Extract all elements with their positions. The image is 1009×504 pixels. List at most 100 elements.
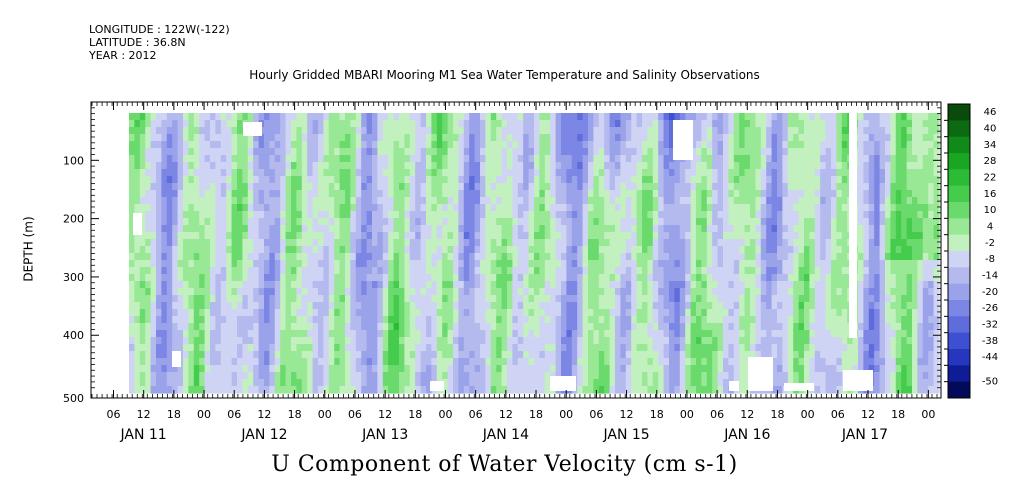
field-cell [415,120,422,128]
field-cell [609,183,616,191]
field-cell [242,281,249,289]
field-cell [334,365,341,373]
field-cell [658,358,665,366]
field-cell [458,386,465,394]
field-cell [517,260,524,268]
field-cell [334,344,341,352]
field-cell [474,113,481,121]
field-cell [382,288,389,296]
field-cell [447,169,454,177]
field-cell [318,386,324,394]
field-cell [129,295,135,303]
field-cell [712,372,719,380]
field-cell [139,211,146,219]
field-cell [150,183,157,191]
field-cell [177,330,184,338]
field-cell [507,225,513,233]
field-cell [679,176,686,184]
field-cell [247,239,254,247]
field-cell [307,141,314,149]
field-cell [253,141,260,149]
field-cell [156,302,162,310]
field-cell [285,148,292,156]
field-cell [366,260,373,268]
field-cell [134,386,141,394]
field-cell [669,337,675,345]
field-cell [787,379,794,387]
field-cell [312,344,319,352]
field-cell [334,246,341,254]
field-cell [690,316,697,324]
field-cell [604,386,611,394]
field-cell [663,141,670,149]
field-cell [242,155,249,163]
field-cell [269,120,276,128]
field-cell [274,351,281,359]
field-cell [215,232,222,240]
field-cell [393,351,400,359]
field-cell [696,372,702,380]
field-cell [280,323,287,331]
field-cell [685,337,692,345]
field-cell [377,316,384,324]
field-cell [447,183,454,191]
field-cell [474,379,481,387]
field-cell [355,337,362,345]
field-cell [226,218,233,226]
field-cell [658,386,665,394]
field-cell [474,120,481,128]
field-cell [647,204,654,212]
field-cell [296,358,303,366]
field-cell [490,274,497,282]
field-cell [264,281,270,289]
field-cell [490,372,497,380]
field-cell [550,351,557,359]
field-cell [463,274,470,282]
field-cell [717,372,724,380]
field-cell [782,148,789,156]
field-cell [334,309,341,317]
field-cell [474,351,481,359]
field-cell [798,204,805,212]
field-cell [161,211,168,219]
field-cell [620,155,627,163]
field-cell [296,323,303,331]
field-cell [150,162,157,170]
field-cell [582,344,589,352]
field-cell [339,218,346,226]
field-cell [193,232,200,240]
field-cell [480,134,486,142]
field-cell [512,337,519,345]
field-cell [771,316,778,324]
field-cell [334,197,341,205]
field-cell [172,113,179,121]
field-cell [431,309,438,317]
field-cell [204,225,211,233]
field-cell [517,267,524,275]
field-cell [717,288,724,296]
field-cell [247,183,254,191]
field-cell [355,218,362,226]
field-cell [258,274,265,282]
field-cell [291,239,297,247]
field-cell [598,274,605,282]
field-cell [382,225,389,233]
field-cell [642,204,648,212]
field-cell [642,162,648,170]
field-cell [361,120,368,128]
field-cell [620,281,627,289]
field-cell [550,134,557,142]
field-cell [453,162,459,170]
field-cell [798,260,805,268]
field-cell [512,204,519,212]
field-cell [679,274,686,282]
field-cell [523,281,530,289]
field-cell [652,323,659,331]
field-cell [550,183,557,191]
field-cell [733,309,740,317]
field-cell [501,316,508,324]
field-cell [226,190,233,198]
field-cell [242,379,249,387]
field-cell [723,183,729,191]
field-cell [323,295,330,303]
